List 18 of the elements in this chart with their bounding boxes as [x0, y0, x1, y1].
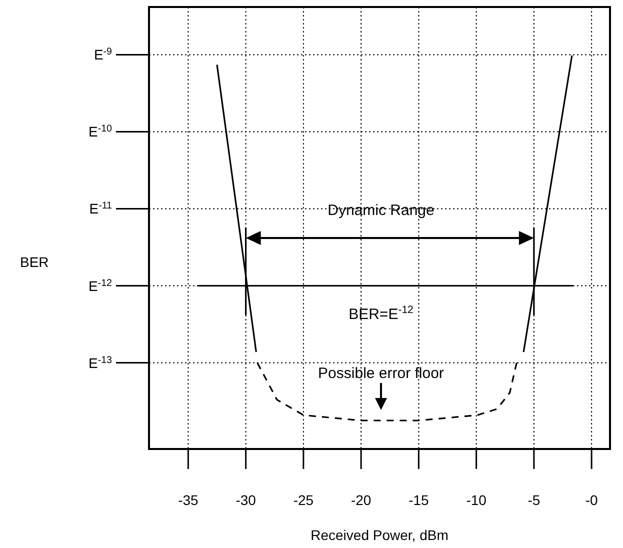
x-tick-label: -20 — [350, 492, 372, 508]
annotation: Possible error floor — [318, 365, 444, 382]
x-axis-title: Received Power, dBm — [310, 527, 448, 543]
y-axis-title: BER — [20, 254, 49, 270]
x-tick-label: -10 — [466, 492, 487, 508]
x-tick-label: -15 — [408, 492, 430, 508]
annotation: BER=E$^{-12}$ — [348, 304, 414, 323]
y-tick-label: E$^{-13}$ — [88, 354, 113, 371]
x-tick-label: -35 — [178, 492, 199, 508]
y-tick-label: E$^{-10}$ — [88, 123, 113, 140]
y-tick-label: E$^{-12}$ — [88, 277, 112, 294]
annotation: Dynamic Range — [328, 202, 434, 219]
x-tick-label: -5 — [528, 492, 540, 508]
x-tick-label: -30 — [236, 492, 256, 508]
y-tick-label: E$^{-11}$ — [89, 200, 112, 217]
y-tick-label: E$^{-9}$ — [94, 46, 112, 63]
x-tick-label: -25 — [293, 492, 314, 508]
x-tick-label: -0 — [585, 492, 598, 508]
